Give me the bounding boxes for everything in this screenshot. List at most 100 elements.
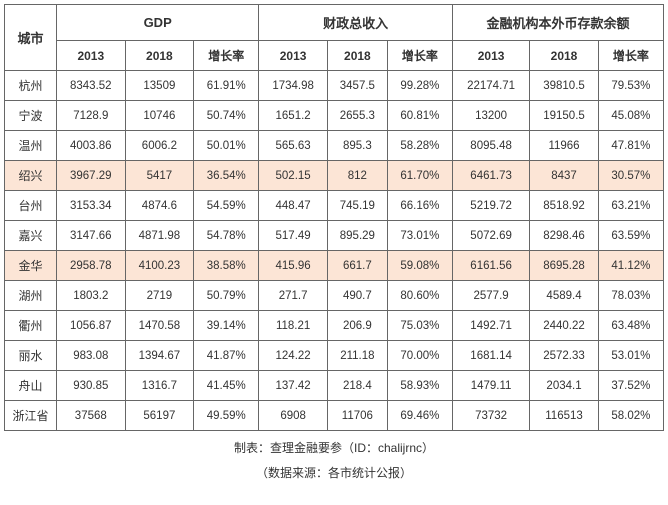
- cell-value: 99.28%: [387, 71, 452, 101]
- cell-city: 嘉兴: [5, 221, 57, 251]
- cell-value: 895.29: [327, 221, 387, 251]
- cell-value: 812: [327, 161, 387, 191]
- cell-value: 63.21%: [598, 191, 663, 221]
- cell-value: 490.7: [327, 281, 387, 311]
- cell-value: 3967.29: [57, 161, 126, 191]
- cell-value: 41.87%: [194, 341, 259, 371]
- cell-value: 1316.7: [125, 371, 194, 401]
- header-g2-growth: 增长率: [387, 41, 452, 71]
- cell-value: 502.15: [259, 161, 328, 191]
- cell-value: 661.7: [327, 251, 387, 281]
- cell-city: 湖州: [5, 281, 57, 311]
- header-row-1: 城市 GDP 财政总收入 金融机构本外币存款余额: [5, 5, 664, 41]
- cell-value: 1803.2: [57, 281, 126, 311]
- cell-value: 4003.86: [57, 131, 126, 161]
- table-row: 绍兴3967.29541736.54%502.1581261.70%6461.7…: [5, 161, 664, 191]
- cell-value: 8095.48: [452, 131, 529, 161]
- table-row: 宁波7128.91074650.74%1651.22655.360.81%132…: [5, 101, 664, 131]
- cell-value: 983.08: [57, 341, 126, 371]
- cell-value: 69.46%: [387, 401, 452, 431]
- cell-value: 8298.46: [530, 221, 599, 251]
- cell-value: 73.01%: [387, 221, 452, 251]
- footer-credit: 制表：查理金融要参（ID：chalijrnc）: [4, 439, 664, 456]
- footer-source: （数据来源：各市统计公报）: [4, 464, 664, 481]
- cell-value: 58.28%: [387, 131, 452, 161]
- cell-value: 13509: [125, 71, 194, 101]
- header-g2-2013: 2013: [259, 41, 328, 71]
- header-g3-2018: 2018: [530, 41, 599, 71]
- cell-value: 8437: [530, 161, 599, 191]
- cell-value: 5219.72: [452, 191, 529, 221]
- cell-city: 台州: [5, 191, 57, 221]
- header-g1-growth: 增长率: [194, 41, 259, 71]
- cell-city: 金华: [5, 251, 57, 281]
- cell-value: 2440.22: [530, 311, 599, 341]
- cell-value: 6908: [259, 401, 328, 431]
- cell-value: 565.63: [259, 131, 328, 161]
- cell-value: 39.14%: [194, 311, 259, 341]
- cell-value: 2719: [125, 281, 194, 311]
- cell-value: 206.9: [327, 311, 387, 341]
- cell-value: 8518.92: [530, 191, 599, 221]
- cell-value: 50.79%: [194, 281, 259, 311]
- cell-city: 浙江省: [5, 401, 57, 431]
- cell-value: 50.01%: [194, 131, 259, 161]
- cell-value: 19150.5: [530, 101, 599, 131]
- cell-value: 4589.4: [530, 281, 599, 311]
- cell-value: 218.4: [327, 371, 387, 401]
- header-deposits: 金融机构本外币存款余额: [452, 5, 663, 41]
- cell-value: 137.42: [259, 371, 328, 401]
- cell-value: 1651.2: [259, 101, 328, 131]
- cell-value: 37568: [57, 401, 126, 431]
- cell-value: 54.78%: [194, 221, 259, 251]
- table-row: 浙江省375685619749.59%69081170669.46%737321…: [5, 401, 664, 431]
- table-body: 杭州8343.521350961.91%1734.983457.599.28%2…: [5, 71, 664, 431]
- cell-city: 丽水: [5, 341, 57, 371]
- table-row: 杭州8343.521350961.91%1734.983457.599.28%2…: [5, 71, 664, 101]
- header-city: 城市: [5, 5, 57, 71]
- cell-value: 10746: [125, 101, 194, 131]
- cell-value: 124.22: [259, 341, 328, 371]
- cell-value: 8343.52: [57, 71, 126, 101]
- header-g3-growth: 增长率: [598, 41, 663, 71]
- cell-value: 60.81%: [387, 101, 452, 131]
- cell-value: 415.96: [259, 251, 328, 281]
- cell-value: 58.02%: [598, 401, 663, 431]
- cell-value: 1479.11: [452, 371, 529, 401]
- cell-value: 59.08%: [387, 251, 452, 281]
- cell-value: 2655.3: [327, 101, 387, 131]
- cell-value: 56197: [125, 401, 194, 431]
- cell-value: 54.59%: [194, 191, 259, 221]
- cell-city: 宁波: [5, 101, 57, 131]
- cell-value: 22174.71: [452, 71, 529, 101]
- cell-value: 13200: [452, 101, 529, 131]
- cell-value: 5072.69: [452, 221, 529, 251]
- cell-value: 45.08%: [598, 101, 663, 131]
- cell-value: 2572.33: [530, 341, 599, 371]
- header-g3-2013: 2013: [452, 41, 529, 71]
- cell-value: 38.58%: [194, 251, 259, 281]
- cell-value: 3153.34: [57, 191, 126, 221]
- cell-value: 61.91%: [194, 71, 259, 101]
- cell-value: 11966: [530, 131, 599, 161]
- cell-value: 6461.73: [452, 161, 529, 191]
- cell-value: 66.16%: [387, 191, 452, 221]
- cell-city: 绍兴: [5, 161, 57, 191]
- table-row: 舟山930.851316.741.45%137.42218.458.93%147…: [5, 371, 664, 401]
- cell-value: 116513: [530, 401, 599, 431]
- cell-value: 30.57%: [598, 161, 663, 191]
- cell-value: 63.48%: [598, 311, 663, 341]
- cell-value: 1394.67: [125, 341, 194, 371]
- cell-value: 4100.23: [125, 251, 194, 281]
- cell-value: 1056.87: [57, 311, 126, 341]
- header-fiscal: 财政总收入: [259, 5, 453, 41]
- cell-value: 6161.56: [452, 251, 529, 281]
- cell-value: 58.93%: [387, 371, 452, 401]
- cell-value: 49.59%: [194, 401, 259, 431]
- cell-value: 41.45%: [194, 371, 259, 401]
- cell-value: 3147.66: [57, 221, 126, 251]
- cell-value: 745.19: [327, 191, 387, 221]
- table-row: 台州3153.344874.654.59%448.47745.1966.16%5…: [5, 191, 664, 221]
- table-row: 温州4003.866006.250.01%565.63895.358.28%80…: [5, 131, 664, 161]
- cell-value: 53.01%: [598, 341, 663, 371]
